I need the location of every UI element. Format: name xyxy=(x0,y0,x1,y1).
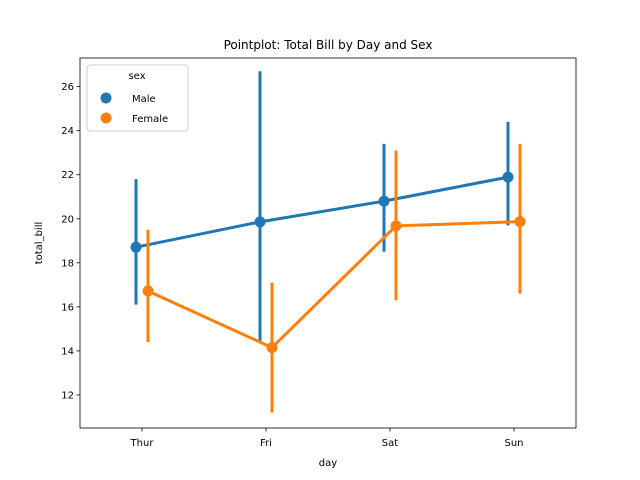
y-tick-label: 26 xyxy=(61,82,74,93)
y-tick-label: 18 xyxy=(61,258,74,269)
y-axis-label: total_bill xyxy=(34,222,45,265)
legend-marker-female xyxy=(100,112,112,124)
series-line-female xyxy=(147,220,521,350)
y-tick-label: 14 xyxy=(61,346,74,357)
legend-box xyxy=(86,64,189,132)
y-tick-label: 16 xyxy=(61,302,74,313)
legend-title: sex xyxy=(128,71,145,82)
legend-marker-male xyxy=(100,92,112,104)
y-tick-label: 24 xyxy=(61,126,74,137)
y-tick-label: 12 xyxy=(61,390,74,401)
x-tick-label: Thur xyxy=(130,438,155,449)
x-axis-label: day xyxy=(319,458,337,469)
point-male xyxy=(254,216,266,228)
point-male xyxy=(130,241,142,253)
legend-label-female: Female xyxy=(132,114,168,125)
series-line-male xyxy=(135,175,509,249)
chart-title: Pointplot: Total Bill by Day and Sex xyxy=(224,38,433,52)
x-tick-label: Sun xyxy=(504,438,523,449)
point-female xyxy=(514,216,526,228)
point-female xyxy=(142,285,154,297)
point-male xyxy=(378,195,390,207)
plot-frame xyxy=(79,57,577,429)
y-tick-label: 20 xyxy=(61,214,74,225)
y-tick-label: 22 xyxy=(61,170,74,181)
x-tick-label: Sat xyxy=(382,438,398,449)
x-tick-label: Fri xyxy=(260,438,272,449)
legend-label-male: Male xyxy=(132,94,156,105)
point-female xyxy=(390,220,402,232)
point-male xyxy=(502,171,514,183)
point-female xyxy=(266,342,278,354)
